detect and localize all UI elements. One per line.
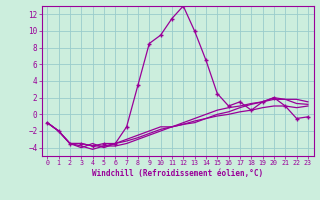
X-axis label: Windchill (Refroidissement éolien,°C): Windchill (Refroidissement éolien,°C) <box>92 169 263 178</box>
